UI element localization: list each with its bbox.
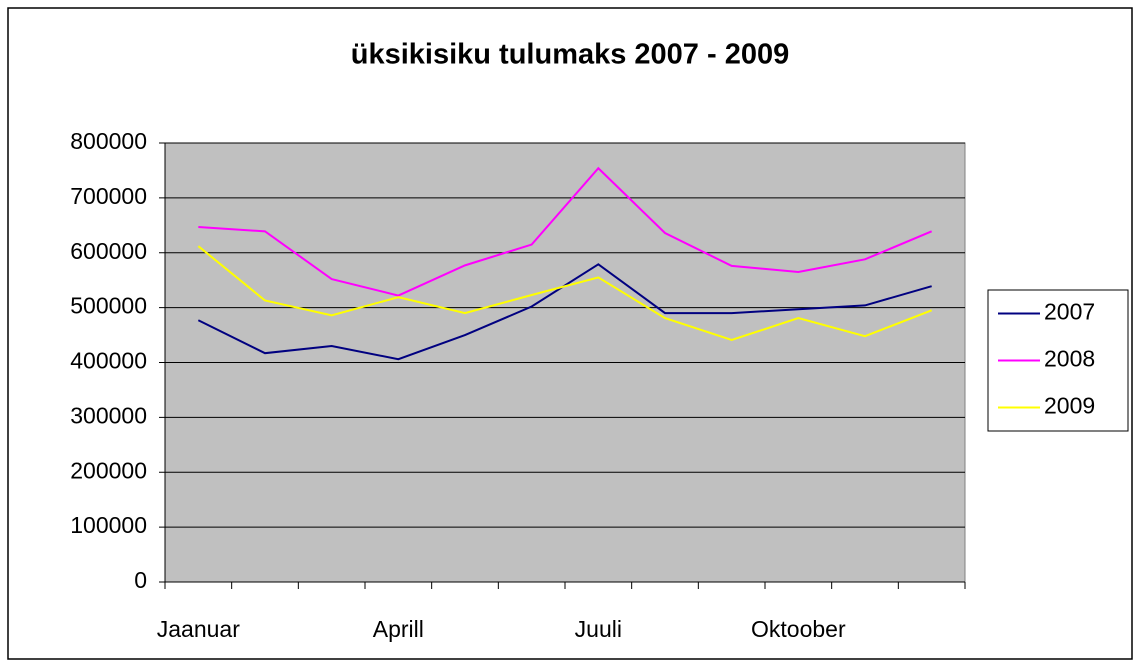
y-tick-label: 0	[134, 567, 147, 593]
chart-title: üksikisiku tulumaks 2007 - 2009	[351, 39, 789, 71]
data-line	[197, 245, 933, 342]
legend-label: 2007	[1044, 299, 1095, 325]
y-tick-label: 500000	[70, 293, 147, 319]
y-tick-label: 100000	[70, 512, 147, 538]
legend-label: 2008	[1044, 346, 1095, 372]
y-tick-label: 800000	[70, 128, 147, 154]
x-tick-label: Oktoober	[751, 616, 846, 642]
x-tick-label: Juuli	[575, 616, 622, 642]
data-line	[198, 166, 933, 297]
y-tick-label: 400000	[70, 348, 147, 374]
legend-label: 2009	[1044, 393, 1095, 419]
x-tick-label: Aprill	[373, 616, 424, 642]
x-tick-label: Jaanuar	[157, 616, 240, 642]
y-tick-label: 700000	[70, 183, 147, 209]
y-tick-label: 600000	[70, 238, 147, 264]
y-tick-label: 300000	[70, 402, 147, 428]
y-tick-label: 200000	[70, 457, 147, 483]
